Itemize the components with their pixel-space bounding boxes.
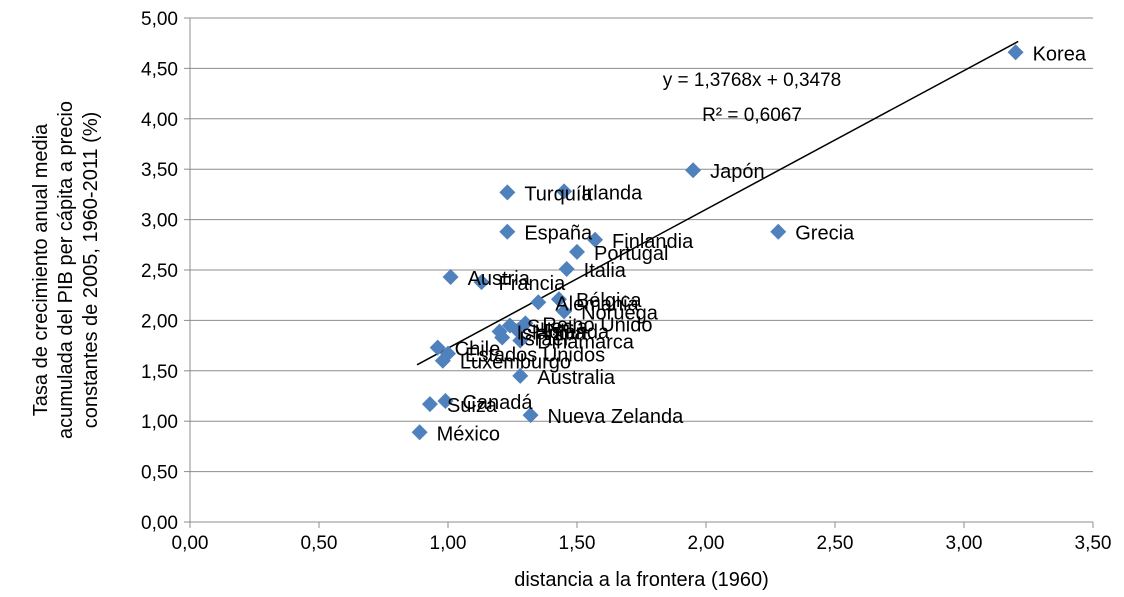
- x-tick-label: 0,50: [301, 533, 338, 554]
- x-axis-title: distancia a la frontera (1960): [514, 569, 769, 591]
- data-point: [473, 274, 490, 291]
- data-point: [558, 260, 575, 277]
- point-label: Chile: [455, 339, 501, 361]
- y-tick-label: 0,50: [141, 463, 178, 484]
- point-label: Portugal: [594, 243, 669, 265]
- x-tick-label: 3,50: [1075, 533, 1112, 554]
- y-tick-label: 4,00: [141, 110, 178, 131]
- point-label: España: [524, 223, 593, 245]
- x-tick-label: 1,00: [430, 533, 467, 554]
- y-tick-label: 2,00: [141, 311, 178, 332]
- y-tick-label: 1,00: [141, 412, 178, 433]
- point-label: Suiza: [447, 395, 498, 417]
- data-point: [530, 294, 547, 311]
- data-point: [429, 339, 446, 356]
- y-axis-title-line: constantes de 2005, 1960-2011 (%): [80, 112, 102, 429]
- trendline-r2: R² = 0,6067: [702, 105, 802, 126]
- point-label: Turquía: [524, 183, 593, 205]
- point-label: México: [437, 423, 500, 445]
- point-label: Austria: [468, 268, 531, 290]
- point-label: Japón: [710, 161, 765, 183]
- trendline: [416, 40, 1019, 366]
- point-label: Dinamarca: [537, 332, 635, 354]
- point-label: Francia: [499, 273, 567, 295]
- data-point: [437, 393, 454, 410]
- point-label: Holanda: [535, 321, 610, 343]
- point-label: Australia: [537, 367, 616, 389]
- y-tick-label: 5,00: [141, 9, 178, 30]
- point-label: Noruega: [581, 302, 659, 324]
- data-point: [522, 407, 539, 424]
- trendline-equation: y = 1,3768x + 0,3478: [663, 70, 842, 91]
- data-point: [499, 223, 516, 240]
- data-point: [442, 269, 459, 286]
- data-point: [685, 162, 702, 179]
- data-point: [587, 231, 604, 248]
- x-tick-label: 2,50: [817, 533, 854, 554]
- x-tick-label: 1,50: [559, 533, 596, 554]
- point-label: Korea: [1033, 43, 1087, 65]
- data-point: [556, 303, 573, 320]
- point-label: Estados Unidos: [465, 345, 605, 367]
- y-axis-title-line: Tasa de crecimiento anual media: [30, 123, 52, 416]
- data-point: [512, 332, 529, 349]
- data-point: [569, 243, 585, 260]
- tick-labels: 0,00 0,50 1,00 1,50 2,00 2,50 3,00 3,50 4,00 4,50…: [141, 9, 1111, 554]
- trendline-group: y = 1,3768x + 0,3478 R² = 0,6067: [416, 40, 1019, 366]
- data-point: [556, 183, 573, 200]
- y-axis-title: Tasa de crecimiento anual media acumulada…: [30, 101, 102, 439]
- point-label: Islandia: [517, 322, 587, 344]
- data-point: [434, 352, 451, 369]
- data-point: [411, 424, 428, 441]
- point-label: Italia: [584, 260, 627, 282]
- axes: [184, 17, 1094, 528]
- axis-titles: distancia a la frontera (1960) Tasa de c…: [30, 101, 769, 591]
- y-tick-label: 3,00: [141, 211, 178, 232]
- data-point: [770, 223, 787, 240]
- data-points: [411, 44, 1024, 441]
- point-label: Nueva Zelanda: [548, 406, 685, 428]
- point-label: Luxemburgo: [460, 352, 571, 374]
- data-point: [499, 184, 516, 201]
- point-label: Grecia: [795, 223, 855, 245]
- y-tick-label: 3,50: [141, 160, 178, 181]
- x-tick-label: 2,00: [688, 533, 725, 554]
- data-point: [512, 367, 529, 384]
- point-label: Alemania: [555, 293, 639, 315]
- data-point: [494, 329, 511, 346]
- data-point: [1007, 44, 1024, 61]
- y-axis-title-line: acumulada del PIB per cápita a precio: [55, 101, 77, 439]
- point-label: Bélgica: [576, 290, 642, 312]
- x-tick-label: 0,00: [172, 533, 209, 554]
- point-label: Irlanda: [581, 182, 643, 204]
- y-tick-label: 2,50: [141, 261, 178, 282]
- point-label: Israel: [519, 329, 568, 351]
- point-label: Suecia: [527, 316, 589, 338]
- data-point: [421, 396, 438, 413]
- y-tick-label: 0,00: [141, 513, 178, 534]
- y-tick-label: 4,50: [141, 59, 178, 80]
- data-point: [550, 291, 567, 308]
- point-label: Finlandia: [612, 231, 694, 253]
- x-tick-label: 3,00: [946, 533, 983, 554]
- point-label: Reino Unido: [542, 314, 652, 336]
- gridlines: [190, 17, 1093, 523]
- point-label: Canadá: [462, 392, 533, 414]
- y-tick-label: 1,50: [141, 362, 178, 383]
